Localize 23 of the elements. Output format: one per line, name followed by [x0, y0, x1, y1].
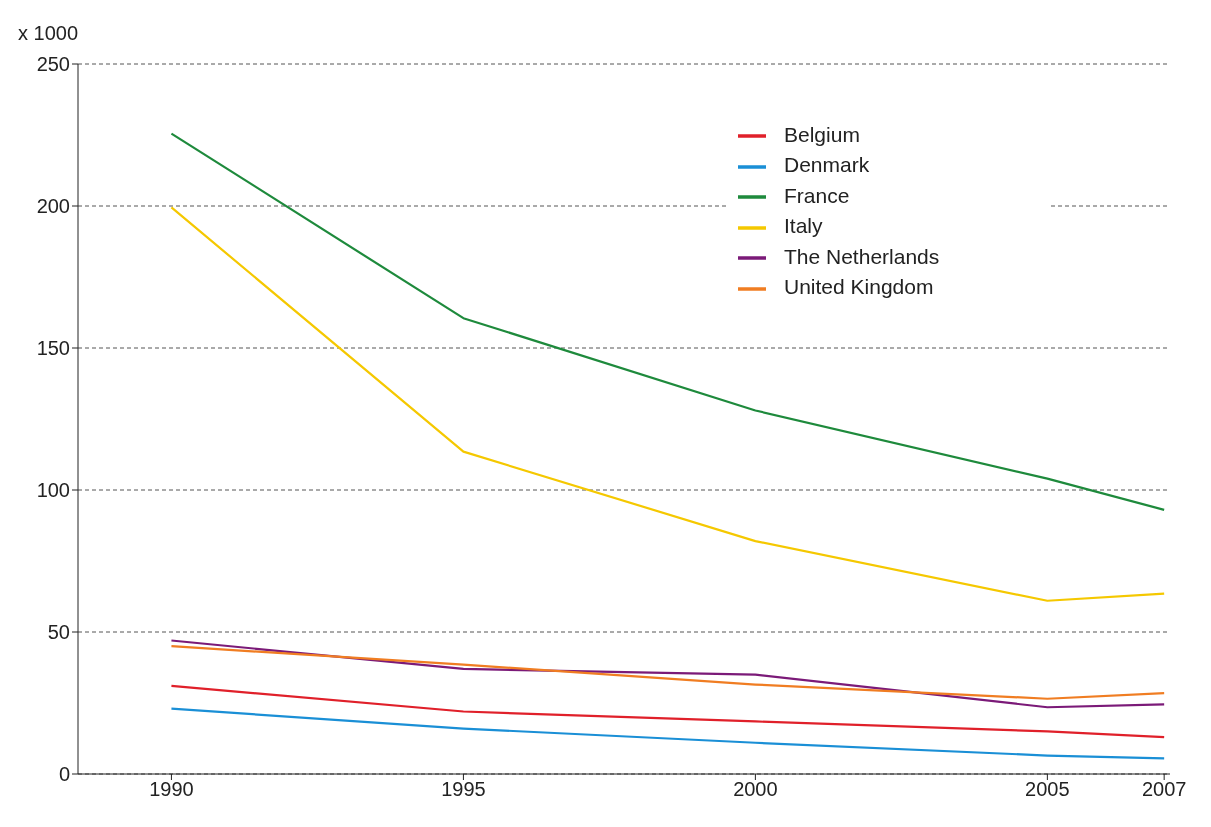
- y-tick-label: 250: [36, 53, 70, 76]
- line-series: [170, 639, 1166, 709]
- line-series: [170, 645, 1166, 700]
- legend-label: Denmark: [784, 153, 870, 177]
- y-tick-label: 200: [36, 195, 70, 218]
- line-series: [170, 684, 1166, 739]
- legend-label: The Netherlands: [784, 244, 940, 268]
- y-tick-label: 50: [47, 621, 70, 644]
- y-tick-label: 0: [58, 763, 70, 786]
- legend-label: Italy: [784, 214, 823, 238]
- x-tick-label: 2000: [733, 778, 778, 801]
- legend-label: United Kingdom: [784, 275, 934, 299]
- x-tick-label: 2005: [1025, 778, 1070, 801]
- x-tick-label: 1990: [149, 778, 194, 801]
- y-tick-label: 100: [36, 479, 70, 502]
- x-tick-label: 1995: [441, 778, 486, 801]
- x-tick-label: 2007: [1141, 778, 1187, 801]
- legend-label: Belgium: [784, 123, 860, 146]
- y-tick-label: 150: [36, 337, 70, 360]
- line-series: [170, 206, 1166, 602]
- line-series: [170, 707, 1166, 760]
- y-axis-title: x 1000: [17, 22, 79, 44]
- legend-label: France: [784, 183, 850, 207]
